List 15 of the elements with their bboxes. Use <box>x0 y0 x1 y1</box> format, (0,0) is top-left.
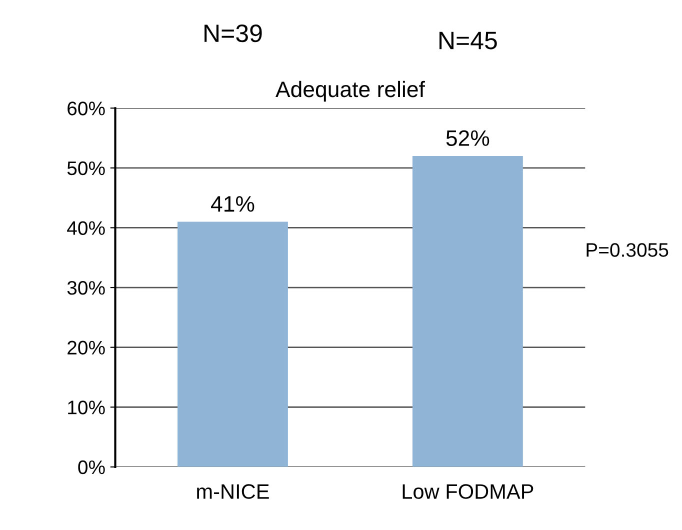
data-label: 52% <box>446 130 490 146</box>
y-tick-label: 40% <box>67 221 105 235</box>
y-tick-label: 20% <box>68 340 105 355</box>
chart-title: Adequate relief <box>276 80 425 102</box>
x-tick-label: Low FODMAP <box>402 484 534 499</box>
text: N=45 <box>440 32 497 50</box>
data-label: 41% <box>211 196 254 212</box>
y-tick-label: 60% <box>68 102 105 116</box>
y-tick-label: 30% <box>67 280 105 295</box>
y-tick-label: 0% <box>78 460 105 474</box>
text: N=39 <box>204 24 262 42</box>
text: P=0.3055 <box>586 243 668 257</box>
y-tick-label: 50% <box>67 161 105 176</box>
y-tick-label: 10% <box>68 400 105 414</box>
x-tick-label: m-NICE <box>197 484 269 499</box>
